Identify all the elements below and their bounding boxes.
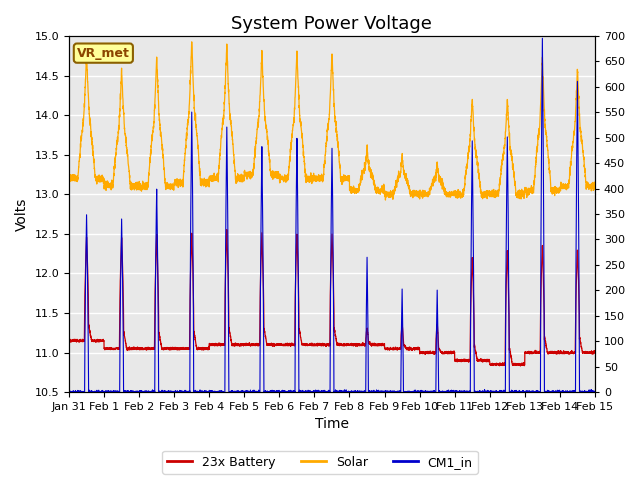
Legend: 23x Battery, Solar, CM1_in: 23x Battery, Solar, CM1_in [163,451,477,474]
Text: VR_met: VR_met [77,47,130,60]
Title: System Power Voltage: System Power Voltage [232,15,433,33]
Y-axis label: Volts: Volts [15,197,29,231]
X-axis label: Time: Time [315,418,349,432]
